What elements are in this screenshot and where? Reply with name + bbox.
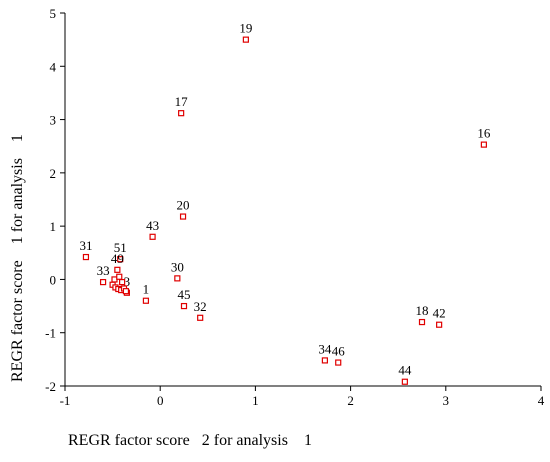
data-point-label: 49: [111, 251, 124, 266]
data-point-marker: [480, 141, 487, 148]
data-point-marker: [335, 359, 342, 366]
y-tick-label: 0: [50, 272, 57, 287]
y-tick-label: 3: [50, 113, 57, 128]
y-tick-label: 2: [50, 166, 57, 181]
data-point-marker: [99, 278, 107, 286]
data-point-label: 46: [332, 344, 346, 359]
data-point-marker: [114, 266, 121, 273]
x-tick-label: 3: [443, 393, 450, 408]
x-tick-label: 0: [157, 393, 164, 408]
data-point-label: 18: [416, 303, 429, 318]
data-point-marker: [197, 314, 204, 321]
data-point-marker: [418, 318, 426, 326]
data-point-marker: [82, 253, 90, 261]
data-point-label: 1: [143, 282, 150, 297]
data-point-label: 44: [398, 363, 412, 378]
x-tick-label: 2: [347, 393, 354, 408]
data-point-marker: [180, 302, 188, 310]
data-point-marker: [122, 288, 130, 295]
data-point-marker: [401, 378, 408, 385]
x-ticks: -1 0 1 2 3 4: [60, 386, 545, 408]
y-axis-title: REGR factor score 1 for analysis 1: [9, 134, 26, 382]
data-point-marker: [179, 213, 187, 220]
y-tick-label: -2: [45, 379, 56, 394]
x-tick-label: 4: [538, 393, 545, 408]
data-point-marker: [321, 357, 328, 364]
x-tick-label: 1: [252, 393, 259, 408]
data-point-label: 45: [178, 287, 191, 302]
data-point-label: 43: [146, 218, 159, 233]
data-point-label: 32: [194, 299, 207, 314]
data-point-label: 33: [97, 263, 110, 278]
y-tick-label: -1: [45, 326, 56, 341]
data-point-label: 3: [124, 274, 131, 289]
data-point-label: 51: [114, 240, 127, 255]
data-point-label: 34: [318, 341, 332, 356]
data-point-label: 30: [171, 259, 184, 274]
data-point-marker: [149, 233, 156, 240]
data-point-marker: [142, 297, 150, 304]
data-point-marker: [436, 321, 443, 328]
plot-area: [64, 13, 541, 387]
data-point-marker: [174, 275, 181, 282]
x-axis-title: REGR factor score 2 for analysis 1: [68, 432, 312, 449]
data-point-marker: [119, 278, 126, 286]
data-point-label: 19: [239, 21, 252, 36]
data-point-marker: [117, 256, 124, 263]
y-ticks: -2 -1 0 1 2 3 4 5: [45, 6, 65, 394]
data-point-marker: [242, 36, 249, 43]
y-tick-label: 4: [50, 59, 57, 74]
data-point-label: 42: [433, 306, 446, 321]
y-tick-label: 5: [50, 6, 57, 21]
y-tick-label: 1: [50, 219, 57, 234]
data-point-marker: [116, 273, 123, 280]
x-tick-label: -1: [60, 393, 71, 408]
data-point-label: 16: [477, 126, 491, 141]
data-point-label: 20: [177, 198, 190, 213]
data-point-marker: [178, 110, 185, 117]
data-point-label: 17: [175, 94, 189, 109]
data-point-label: 31: [79, 238, 92, 253]
